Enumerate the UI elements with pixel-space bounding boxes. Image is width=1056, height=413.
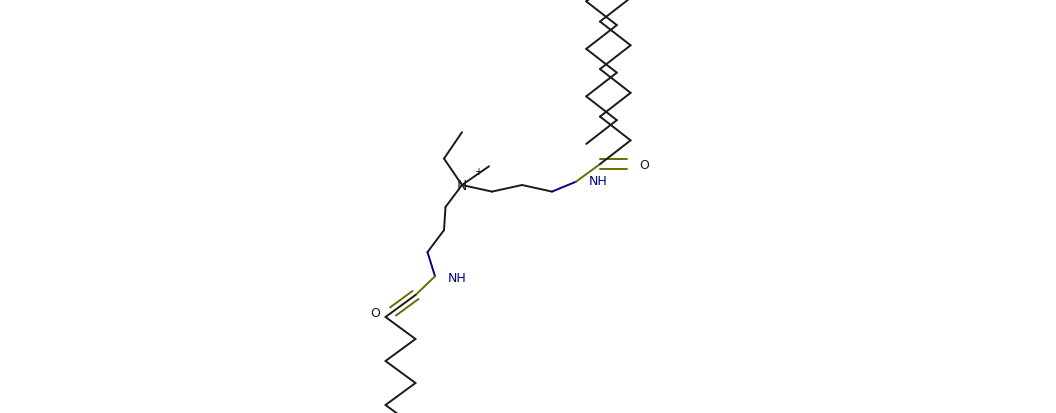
Text: NH: NH [589, 175, 608, 188]
Text: +: + [474, 166, 482, 177]
Text: N: N [457, 178, 467, 192]
Text: O: O [639, 158, 648, 171]
Text: O: O [370, 306, 380, 319]
Text: NH: NH [448, 271, 467, 284]
